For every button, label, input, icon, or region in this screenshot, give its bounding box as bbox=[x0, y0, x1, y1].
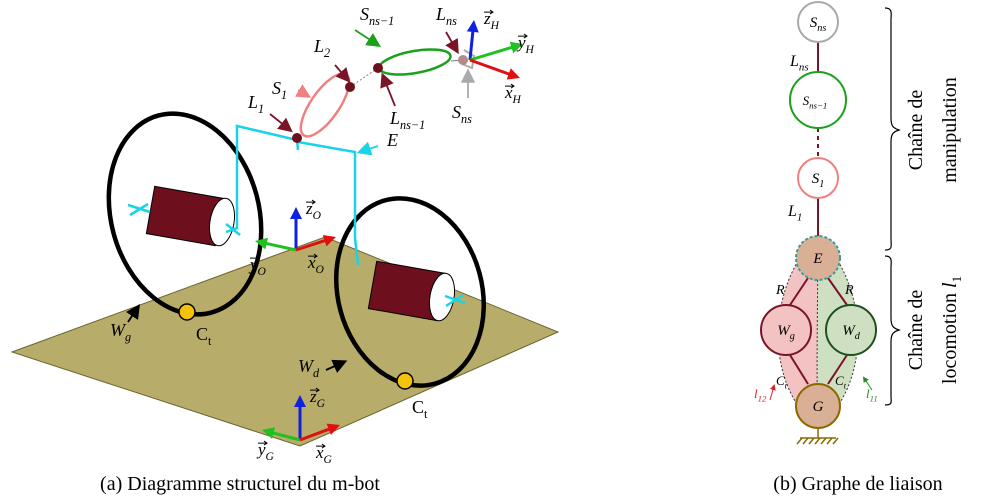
label-text: L bbox=[787, 203, 797, 220]
ground-symbol bbox=[797, 428, 838, 444]
label-sub: d bbox=[313, 366, 320, 380]
axis-x bbox=[470, 60, 512, 75]
label-sub: 1 bbox=[281, 88, 287, 102]
label-sub: G bbox=[324, 453, 333, 466]
label-sub: t bbox=[208, 334, 212, 348]
label-sub: O bbox=[313, 209, 322, 222]
label-text: L bbox=[435, 4, 446, 24]
edge-label: l11 bbox=[866, 386, 878, 404]
label-text: R bbox=[844, 283, 854, 298]
brace-word: locomotion bbox=[939, 293, 961, 384]
arrow-l12 bbox=[770, 386, 774, 400]
brace-word: manipulation bbox=[939, 77, 961, 183]
label-text: G bbox=[813, 399, 824, 415]
label-text: L bbox=[389, 108, 400, 128]
edge-label: L1 bbox=[787, 203, 802, 223]
label-sub: g bbox=[125, 330, 131, 344]
node-label: G bbox=[813, 399, 824, 415]
label-text: L bbox=[247, 92, 258, 112]
label-sub: H bbox=[490, 19, 500, 32]
label-text: L bbox=[313, 36, 324, 56]
link-dash bbox=[350, 68, 378, 87]
label-text: R bbox=[775, 283, 785, 298]
node-label: E bbox=[812, 251, 822, 267]
caption-b: (b) Graphe de liaison bbox=[773, 473, 942, 495]
label: L2 bbox=[313, 36, 330, 60]
brace-sub: 1 bbox=[949, 276, 964, 283]
label-sub: H bbox=[512, 93, 522, 106]
label-sub: G bbox=[266, 450, 275, 463]
brace-text: manipulation bbox=[939, 77, 961, 183]
label: Lns−1 bbox=[389, 108, 425, 132]
label-sub: 1 bbox=[819, 179, 824, 190]
edge-label: l12 bbox=[754, 386, 767, 404]
caption-a: (a) Diagramme structurel du m-bot bbox=[100, 473, 380, 495]
label-sub: ns bbox=[817, 23, 826, 34]
label-sub: O bbox=[316, 263, 325, 276]
label-sub: ns bbox=[461, 112, 472, 126]
axis-head bbox=[467, 20, 479, 33]
edge-label: R bbox=[775, 283, 785, 298]
label: Sns−1 bbox=[360, 4, 394, 28]
label-sub: ns−1 bbox=[809, 101, 827, 111]
label-sub: 12 bbox=[758, 394, 767, 404]
label-text: S bbox=[360, 4, 369, 24]
figure: (a) Diagramme structurel du m-bot (b) Gr… bbox=[0, 0, 981, 502]
axis-y bbox=[263, 243, 296, 250]
label-text: S bbox=[452, 102, 461, 122]
label-sub: g bbox=[790, 331, 795, 342]
label-sub: 2 bbox=[324, 46, 330, 60]
link-sns1 bbox=[378, 45, 453, 79]
axis-y bbox=[470, 46, 515, 60]
label-text: C bbox=[835, 373, 844, 388]
label-sub: ns−1 bbox=[400, 118, 425, 132]
label: Ct bbox=[412, 397, 428, 421]
label-text: E bbox=[812, 251, 822, 267]
joints bbox=[292, 55, 468, 143]
label-text: L bbox=[789, 53, 799, 70]
label-sub: ns−1 bbox=[369, 14, 394, 28]
label: S1 bbox=[272, 78, 287, 102]
label-sub: t bbox=[424, 407, 428, 421]
label: E bbox=[386, 130, 398, 150]
label-text: C bbox=[412, 397, 424, 417]
label: Lns bbox=[435, 4, 457, 28]
graph-node bbox=[798, 2, 838, 42]
label-text: C bbox=[196, 324, 208, 344]
axis-head bbox=[290, 207, 302, 219]
edge-label: Lns bbox=[789, 53, 809, 73]
label-text: S bbox=[272, 78, 281, 98]
label-sub: ns bbox=[799, 61, 809, 73]
label-sub: 1 bbox=[258, 102, 264, 116]
label-text: E bbox=[386, 130, 398, 150]
brace-text: locomotion l1 bbox=[939, 276, 964, 384]
label-sub: H bbox=[525, 43, 535, 56]
label: L1 bbox=[247, 92, 264, 116]
label: Sns bbox=[452, 102, 472, 126]
link-s1 bbox=[292, 67, 357, 144]
label-sub: ns bbox=[446, 14, 457, 28]
edge-label: R bbox=[844, 283, 854, 298]
braces bbox=[885, 8, 899, 405]
label-sub: 11 bbox=[870, 394, 878, 404]
label-sub: 1 bbox=[797, 211, 802, 223]
label-sub: G bbox=[317, 397, 326, 410]
label-sub: O bbox=[258, 265, 267, 278]
brace-text: Chaîne de bbox=[905, 90, 927, 171]
label-text: C bbox=[776, 373, 785, 388]
brace-text: Chaîne de bbox=[905, 290, 927, 371]
